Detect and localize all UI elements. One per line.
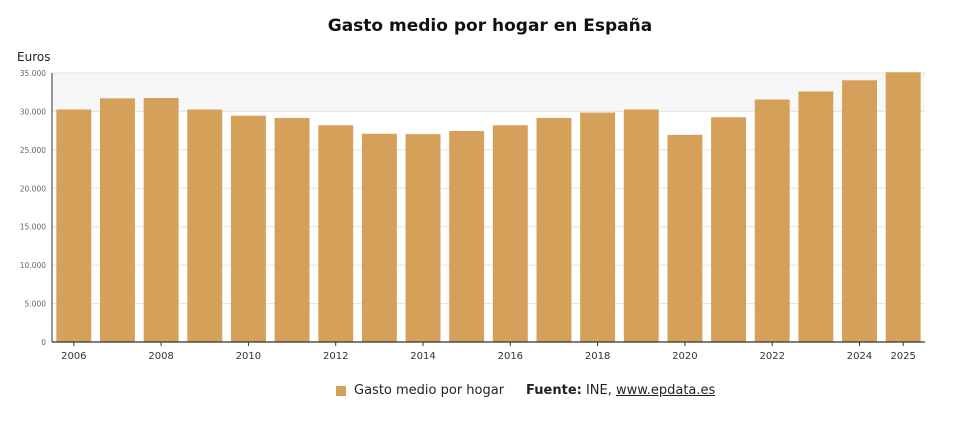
x-tick-label: 2012 bbox=[323, 351, 348, 362]
bar-2023 bbox=[798, 91, 834, 343]
bar-2014 bbox=[405, 134, 441, 342]
source-text: INE, bbox=[581, 383, 617, 398]
bar-2016 bbox=[492, 125, 528, 343]
plot-top-band bbox=[52, 73, 925, 112]
bar-2025 bbox=[885, 72, 921, 342]
x-tick-label: 2025 bbox=[890, 351, 915, 362]
legend-swatch bbox=[336, 385, 346, 396]
source-note: Fuente: INE, www.epdata.es bbox=[526, 383, 715, 398]
chart-title: Gasto medio por hogar en España bbox=[327, 16, 653, 36]
y-tick-label: 0 bbox=[41, 338, 46, 347]
x-tick-label: 2010 bbox=[236, 351, 261, 362]
x-tick-label: 2016 bbox=[498, 351, 523, 362]
bar-2024 bbox=[842, 80, 877, 343]
bar-2021 bbox=[711, 117, 747, 342]
x-tick-label: 2014 bbox=[410, 351, 435, 362]
x-tick-label: 2018 bbox=[585, 351, 610, 362]
x-tick-label: 2022 bbox=[759, 351, 784, 362]
x-tick-label: 2020 bbox=[672, 351, 697, 362]
source-link[interactable]: www.epdata.es bbox=[616, 383, 716, 398]
legend-series-label: Gasto medio por hogar bbox=[354, 383, 505, 398]
bar-2020 bbox=[667, 134, 703, 342]
bar-2007 bbox=[100, 98, 135, 342]
bar-2022 bbox=[754, 99, 790, 342]
bar-2018 bbox=[580, 112, 616, 343]
bar-2017 bbox=[536, 117, 572, 342]
y-tick-label: 15.000 bbox=[20, 223, 46, 232]
bar-2006 bbox=[56, 109, 92, 342]
x-tick-label: 2008 bbox=[148, 351, 173, 362]
bar-2015 bbox=[449, 131, 485, 342]
y-tick-label: 35.000 bbox=[20, 69, 46, 78]
bar-2009 bbox=[187, 109, 223, 342]
bar-2008 bbox=[143, 97, 179, 342]
y-tick-label: 20.000 bbox=[20, 184, 46, 193]
bar-2012 bbox=[318, 125, 354, 343]
x-tick-label: 2006 bbox=[61, 351, 86, 362]
y-tick-label: 30.000 bbox=[20, 107, 46, 116]
chart-legend: Gasto medio por hogar Fuente: INE, www.e… bbox=[336, 383, 715, 398]
bar-2010 bbox=[230, 115, 266, 342]
source-prefix: Fuente: bbox=[526, 383, 582, 398]
bar-2019 bbox=[623, 109, 659, 342]
bar-2013 bbox=[361, 133, 397, 342]
y-tick-label: 5.000 bbox=[25, 300, 47, 309]
y-tick-label: 25.000 bbox=[20, 146, 46, 155]
y-axis-unit-label: Euros bbox=[17, 50, 51, 64]
bar-2011 bbox=[274, 117, 310, 342]
y-tick-label: 10.000 bbox=[20, 261, 46, 270]
x-tick-label: 2024 bbox=[847, 351, 872, 362]
